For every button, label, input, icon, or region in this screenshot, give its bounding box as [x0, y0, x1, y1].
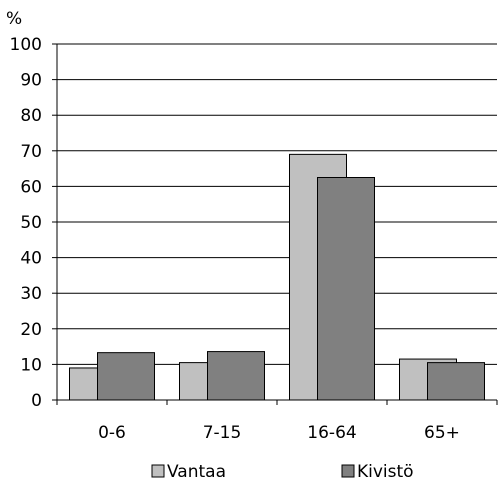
y-tick-label: 80	[20, 106, 42, 126]
y-tick-label: 20	[20, 320, 42, 340]
x-category-label: 16-64	[307, 423, 356, 443]
y-tick-label: 40	[20, 249, 42, 269]
legend-swatch-vantaa	[151, 464, 165, 478]
y-tick-label: 90	[20, 71, 42, 91]
bar-kivistö-65+	[427, 362, 485, 401]
legend-label-vantaa: Vantaa	[167, 462, 226, 482]
axes	[52, 43, 498, 405]
y-tick-label: 0	[31, 391, 42, 411]
x-category-label: 7-15	[203, 423, 242, 443]
gridlines	[57, 43, 497, 365]
x-axis-labels: 0-6 7-15 16-64 65+	[98, 423, 460, 443]
bar-kivistö-0-6	[97, 352, 155, 401]
legend-swatch-kivistö	[341, 464, 355, 478]
bars	[69, 153, 485, 401]
legend-label-kivistö: Kivistö	[357, 462, 414, 482]
y-tick-label: 100	[10, 35, 42, 55]
y-tick-label: 70	[20, 142, 42, 162]
bar-kivistö-16-64	[317, 177, 375, 401]
y-axis-unit-label: %	[6, 9, 22, 29]
y-tick-label: 30	[20, 284, 42, 304]
y-axis-ticks: 0 10 20 30 40 50 60 70 80 90 100	[10, 35, 42, 411]
x-category-label: 0-6	[98, 423, 126, 443]
y-tick-label: 50	[20, 213, 42, 233]
legend: Vantaa Kivistö	[151, 462, 414, 482]
y-tick-label: 60	[20, 177, 42, 197]
bar-kivistö-7-15	[207, 351, 265, 401]
y-tick-label: 10	[20, 355, 42, 375]
x-category-label: 65+	[424, 423, 460, 443]
